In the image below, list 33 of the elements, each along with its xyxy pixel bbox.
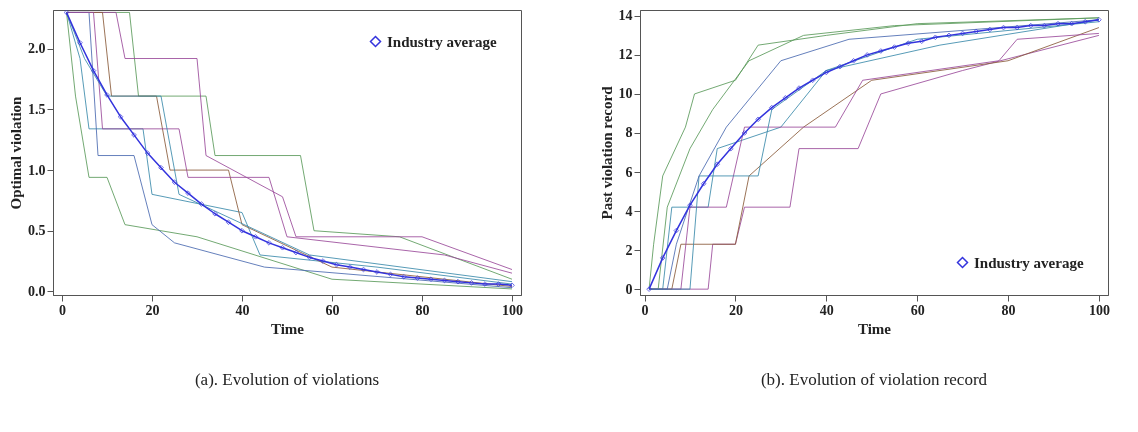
x-tick-label: 80 (1001, 302, 1016, 318)
y-tick-label: 2 (625, 242, 633, 258)
y-tick-label: 14 (618, 8, 633, 24)
y-tick-label: 12 (618, 47, 633, 63)
x-tick-label: 0 (641, 302, 649, 318)
x-tick-label: 100 (502, 302, 523, 318)
y-tick-label: 2.0 (28, 41, 46, 57)
y-axis-title: Optimal violation (8, 95, 24, 210)
text: (b). Evolution of violation record (760, 370, 988, 389)
y-tick-label: 6 (625, 164, 633, 180)
x-tick-label: 60 (325, 302, 340, 318)
legend-label: Industry average (387, 33, 497, 50)
y-tick-label: 1.0 (28, 162, 46, 178)
x-axis-title: Time (857, 320, 892, 337)
x-tick-label: 80 (415, 302, 430, 318)
legend-label: Industry average (974, 254, 1084, 271)
y-tick-label: 0.0 (28, 283, 46, 299)
y-tick-label: 0.5 (28, 223, 46, 239)
x-tick-label: 60 (910, 302, 925, 318)
y-tick-label: 10 (618, 86, 633, 102)
x-axis-title: Time (270, 320, 305, 337)
text: (a). Evolution of violations (194, 370, 380, 389)
x-tick-label: 40 (235, 302, 250, 318)
x-tick-label: 0 (59, 302, 66, 318)
y-axis-title: Past violation record (598, 85, 615, 220)
y-tick-label: 4 (625, 203, 633, 219)
y-tick-label: 1.5 (28, 101, 46, 117)
x-tick-label: 20 (145, 302, 160, 318)
x-tick-label: 100 (1088, 302, 1110, 318)
y-tick-label: 8 (625, 125, 633, 141)
x-tick-label: 20 (728, 302, 743, 318)
y-tick-label: 0 (625, 281, 633, 297)
x-tick-label: 40 (819, 302, 834, 318)
